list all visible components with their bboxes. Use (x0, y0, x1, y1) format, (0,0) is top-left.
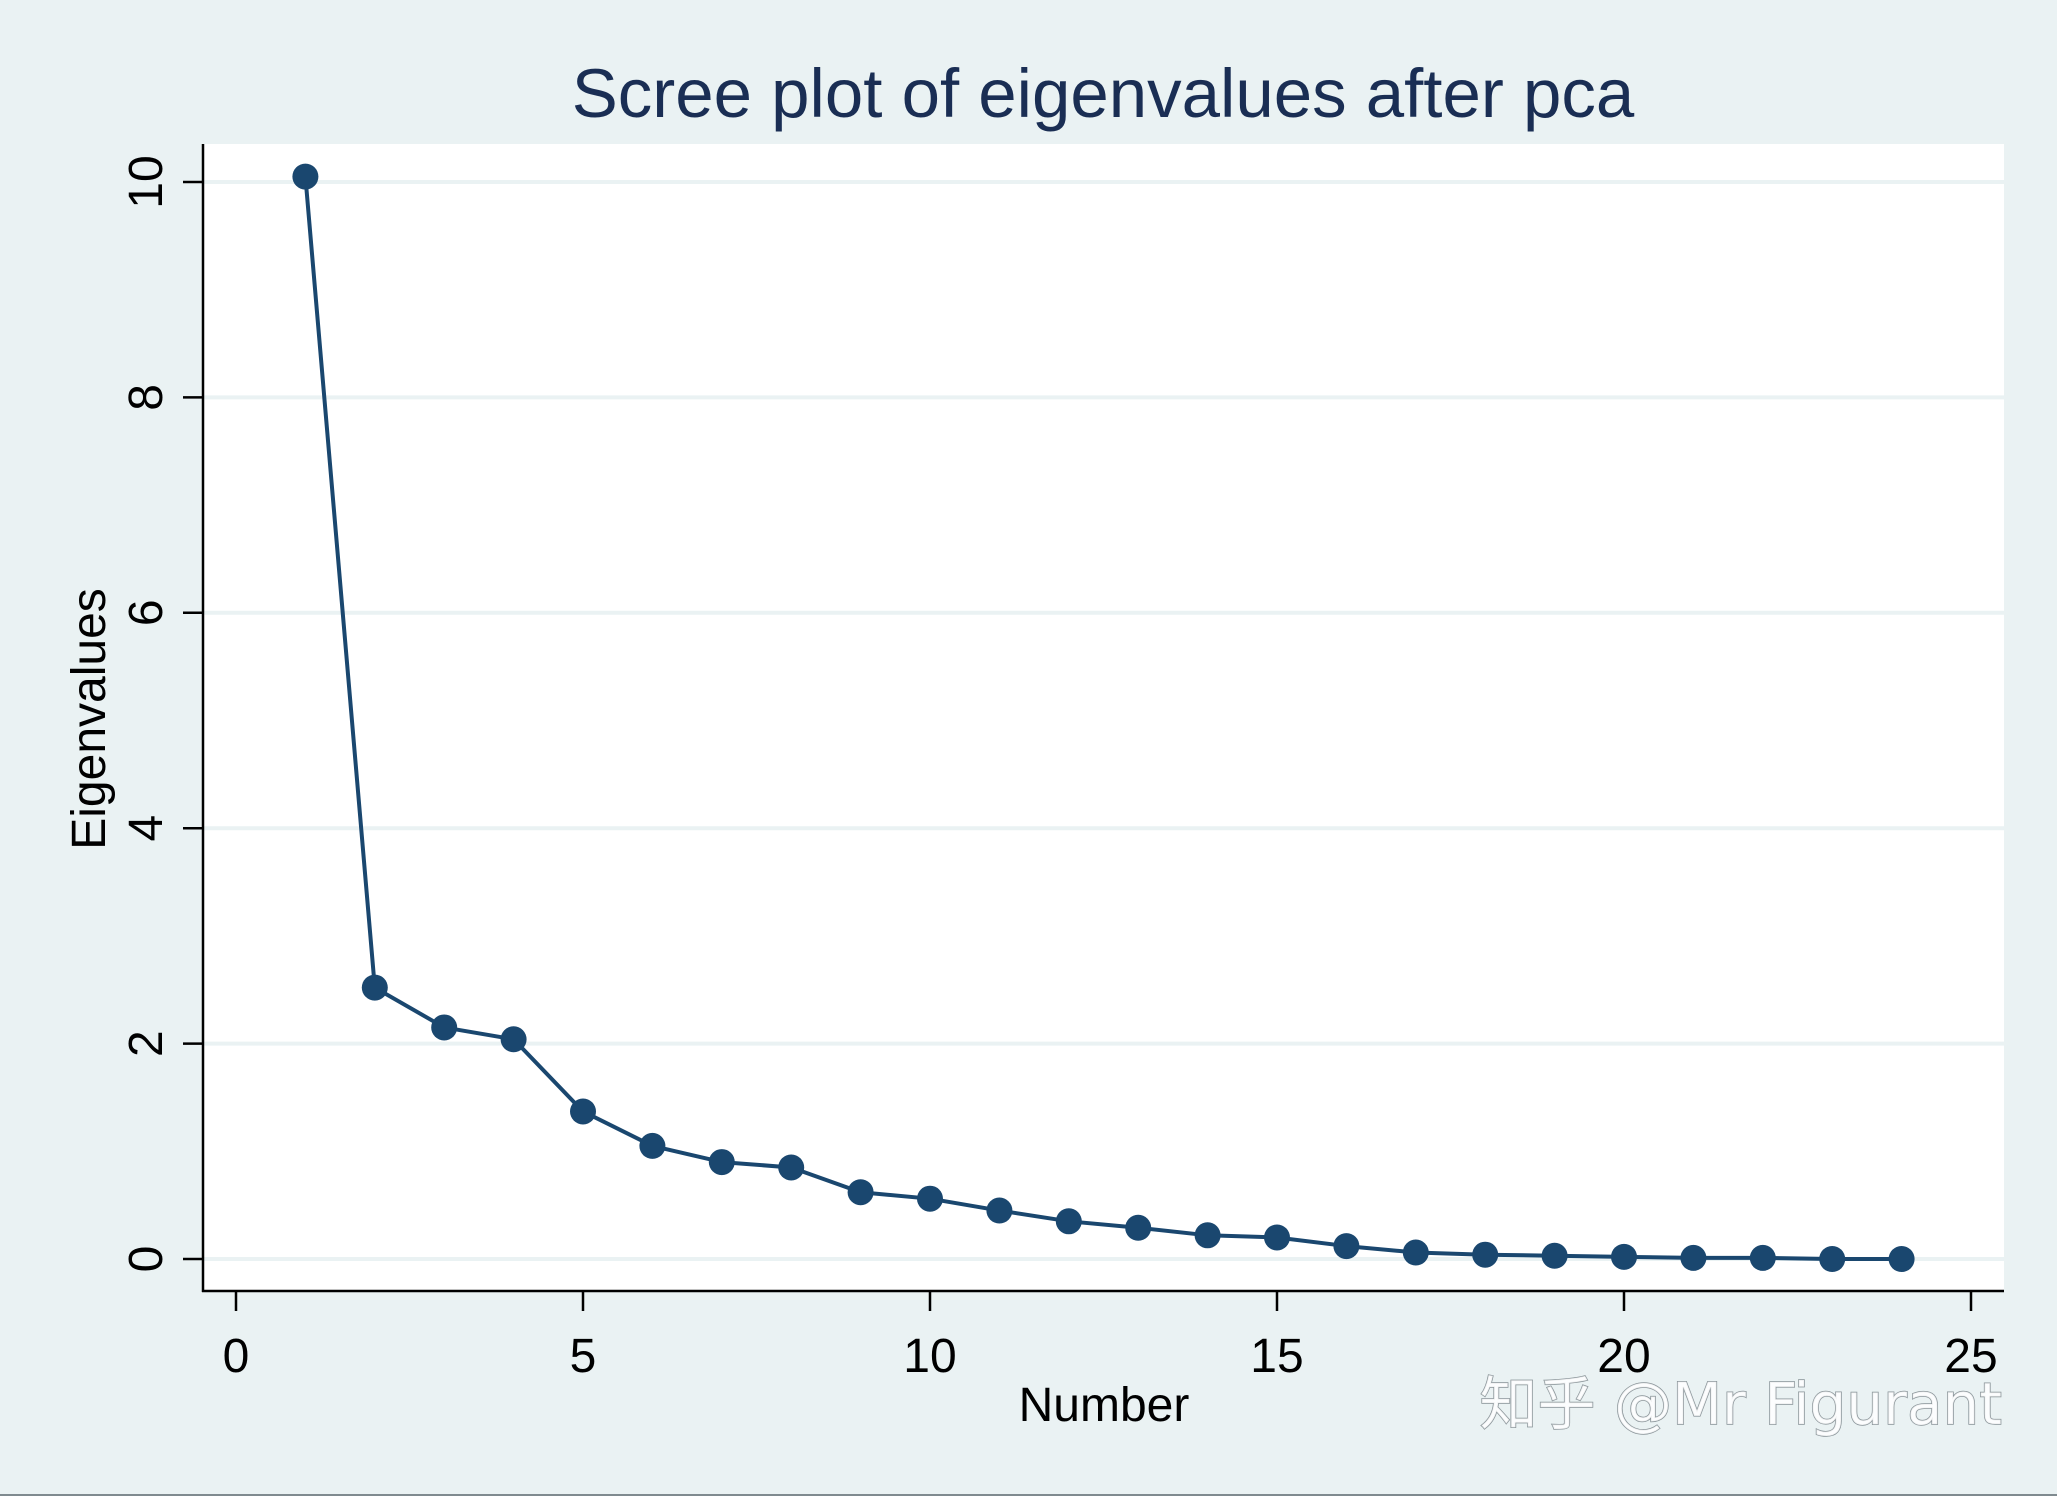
data-point-10 (917, 1185, 943, 1212)
data-point-9 (847, 1179, 874, 1206)
x-tick-label-0: 0 (223, 1330, 250, 1383)
data-point-16 (1333, 1233, 1360, 1260)
data-point-13 (1125, 1214, 1152, 1241)
axes: 0 2 4 6 8 10 0 5 10 15 20 25 (120, 144, 2004, 1383)
data-point-23 (1819, 1246, 1846, 1272)
data-point-6 (639, 1132, 666, 1159)
data-point-3 (431, 1014, 458, 1041)
data-point-21 (1680, 1244, 1707, 1271)
y-tick-label-6: 6 (120, 599, 173, 626)
x-axis-label: Number (1019, 1379, 1190, 1432)
data-point-2 (361, 974, 388, 1001)
data-point-19 (1541, 1242, 1568, 1269)
data-point-8 (778, 1154, 805, 1181)
plot-area (203, 144, 2004, 1291)
x-tick-label-5: 5 (570, 1330, 597, 1383)
chart-title: Scree plot of eigenvalues after pca (572, 55, 1635, 132)
data-point-24 (1888, 1246, 1915, 1272)
x-tick-label-20: 20 (1597, 1330, 1650, 1383)
watermark-text: 知乎 @Mr Figurant (1480, 1370, 2002, 1438)
y-tick-label-10: 10 (120, 155, 173, 208)
data-point-7 (708, 1149, 735, 1176)
y-tick-label-4: 4 (120, 815, 173, 842)
data-point-5 (570, 1098, 596, 1125)
y-tick-label-2: 2 (120, 1030, 173, 1057)
data-point-17 (1402, 1239, 1429, 1266)
data-point-12 (1055, 1208, 1082, 1235)
data-point-22 (1749, 1244, 1776, 1271)
data-point-11 (986, 1197, 1013, 1224)
y-tick-label-8: 8 (120, 384, 173, 411)
x-tick-label-15: 15 (1250, 1330, 1303, 1383)
data-point-18 (1472, 1241, 1499, 1268)
data-point-15 (1264, 1224, 1290, 1251)
data-point-20 (1611, 1243, 1637, 1270)
eigenvalue-series (292, 163, 1915, 1272)
y-tick-label-0: 0 (120, 1246, 173, 1273)
x-tick-label-10: 10 (903, 1330, 956, 1383)
y-axis-label: Eigenvalues (63, 588, 116, 850)
data-point-4 (500, 1026, 527, 1053)
data-point-1 (292, 163, 319, 190)
data-point-14 (1194, 1222, 1221, 1249)
x-tick-label-25: 25 (1944, 1330, 1997, 1383)
